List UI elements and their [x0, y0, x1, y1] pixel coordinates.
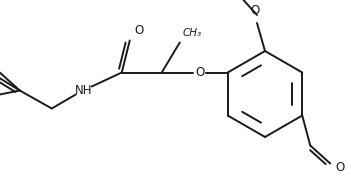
Text: O: O [335, 161, 344, 174]
Text: O: O [135, 23, 144, 37]
Text: NH: NH [75, 84, 93, 97]
Text: O: O [195, 66, 204, 79]
Text: O: O [250, 4, 260, 17]
Text: CH₃: CH₃ [183, 29, 202, 39]
